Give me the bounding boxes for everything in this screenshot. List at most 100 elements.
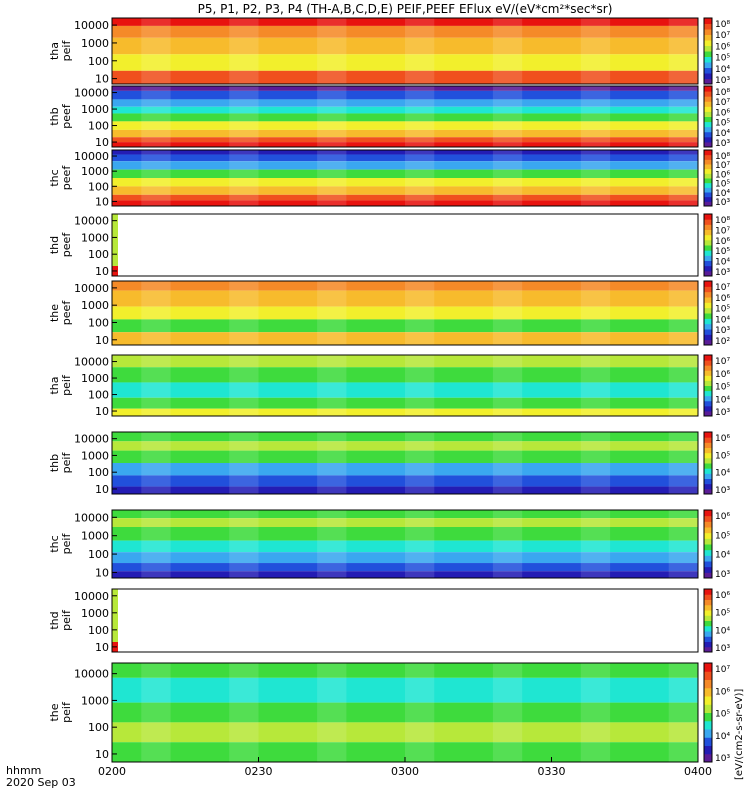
spectrogram-band [112, 702, 698, 723]
spectrogram-band [112, 90, 698, 100]
colorbar-swatch [704, 173, 712, 179]
colorbar-frame [703, 17, 713, 85]
y-tick-label: 100 [88, 721, 109, 734]
spectrogram-band [112, 121, 698, 130]
colorbar-tick-label: 10⁸ [715, 152, 730, 162]
colorbar-swatch [704, 192, 712, 198]
time-bin-shade [580, 355, 611, 416]
spectrogram-band [112, 18, 698, 26]
time-bin-shade [580, 86, 611, 147]
time-bin-shade [229, 86, 259, 147]
colorbar-swatch [704, 712, 712, 722]
colorbar-tick-label: 10⁶ [715, 42, 730, 52]
colorbar-swatch [704, 116, 712, 123]
colorbar-tick-label: 10⁵ [715, 119, 730, 129]
y-tick-label: 1000 [81, 165, 109, 178]
colorbar-swatch [704, 555, 712, 562]
colorbar-swatch [704, 390, 712, 397]
colorbar-swatch [704, 544, 712, 551]
colorbar-tick-label: 10⁴ [715, 626, 730, 636]
spectrogram-band [112, 408, 698, 416]
colorbar-swatch [704, 106, 712, 112]
spectrogram-band [112, 319, 698, 333]
colorbar-swatch [704, 589, 712, 595]
panel-2: 10000 1000 100 10 thbpeef [48, 85, 699, 149]
panel-frame [111, 213, 699, 277]
panel-frame [111, 280, 699, 346]
spectrogram-band [112, 527, 698, 541]
colorbar-swatch [704, 219, 712, 225]
colorbar-tick-label: 10⁵ [715, 180, 730, 190]
colorbar-swatch [704, 463, 712, 469]
y-tick-label: 10000 [74, 282, 109, 295]
time-bin-shade [141, 510, 171, 578]
time-bin-shade [405, 18, 435, 84]
colorbar-tick-label: 10⁵ [715, 710, 730, 720]
colorbar-tick-label: 10⁶ [715, 434, 730, 444]
colorbar-swatch [704, 131, 712, 138]
colorbar-frame [703, 85, 713, 148]
spectrogram-band [112, 397, 698, 409]
colorbar-swatch [704, 323, 712, 330]
x-tick-label: 0330 [538, 765, 566, 778]
colorbar-swatch [704, 73, 712, 79]
y-tick-label: 1000 [81, 694, 109, 707]
colorbar-10: 10⁷ 10⁶ 10⁵ 10⁴ 10³ [703, 662, 730, 764]
colorbar-swatch [704, 141, 712, 148]
colorbar-swatch [704, 245, 712, 251]
spectrogram-band [112, 540, 698, 553]
colorbar-tick-label: 10⁴ [715, 732, 730, 742]
time-bin-shade [668, 86, 698, 147]
colorbar-unit-label: [eV/(cm2-s-sr-eV)] [734, 689, 745, 780]
colorbar-tick-label: 10⁴ [715, 258, 730, 268]
colorbar-swatch [704, 182, 712, 188]
colorbar-swatch [704, 136, 712, 143]
colorbar-swatch [704, 318, 712, 325]
time-bin-shade [317, 281, 347, 345]
time-bin-shade [668, 281, 698, 345]
colorbar-swatch [704, 385, 712, 392]
spectrogram-band [112, 169, 698, 178]
colorbar-7: 10⁶ 10⁵ 10⁴ 10³ [703, 431, 730, 496]
spectrogram-band [112, 486, 698, 494]
y-tick-label: 100 [88, 316, 109, 329]
time-bin-shade [492, 18, 523, 84]
time-bin-shade [405, 432, 435, 494]
colorbar-swatch [704, 224, 712, 230]
colorbar-swatch [704, 663, 712, 672]
panel-ylabel: thbpeif [48, 452, 73, 474]
spectrogram-band [112, 194, 698, 201]
panel-ylabel: thbpeef [48, 103, 73, 129]
panel-ylabel: thepeef [48, 300, 73, 326]
y-tick-label: 10000 [74, 215, 109, 228]
colorbar-swatch [704, 62, 712, 68]
colorbar-tick-label: 10⁷ [715, 357, 730, 367]
figure-title: P5, P1, P2, P3, P4 (TH-A,B,C,D,E) PEIF,P… [198, 2, 613, 16]
y-tick-label: 100 [88, 248, 109, 261]
colorbar-swatch [704, 86, 712, 92]
colorbar-swatch [704, 234, 712, 241]
y-tick-label: 100 [88, 120, 109, 133]
time-bin-shade [405, 150, 435, 206]
colorbar-swatch [704, 286, 712, 293]
panel-6: 10000 1000 100 10 thapeif [48, 354, 699, 418]
panel-5: 10000 1000 100 10 thepeef [48, 280, 699, 347]
x-tick-label: 0300 [391, 765, 419, 778]
x-tick-label: 0200 [98, 765, 126, 778]
colorbar-swatch [704, 483, 712, 490]
panel-4: 10000 1000 100 10 thdpeef [48, 213, 699, 278]
colorbar-swatch [704, 291, 712, 298]
time-bin-shade [141, 86, 171, 147]
colorbar-tick-label: 10⁸ [715, 216, 730, 226]
time-axis-ticks: 0200 0230 0300 0330 0400 [98, 757, 712, 778]
colorbar-swatch [704, 281, 712, 287]
colorbar-swatch [704, 255, 712, 261]
time-bin-shade [668, 663, 698, 762]
colorbar-tick-label: 10⁵ [715, 609, 730, 619]
time-bin-shade [317, 355, 347, 416]
colorbar-swatch [704, 265, 712, 272]
y-tick-label: 10 [95, 195, 109, 208]
spectrogram-band [112, 441, 698, 451]
colorbar-swatch [704, 34, 712, 41]
y-tick-label: 1000 [81, 530, 109, 543]
